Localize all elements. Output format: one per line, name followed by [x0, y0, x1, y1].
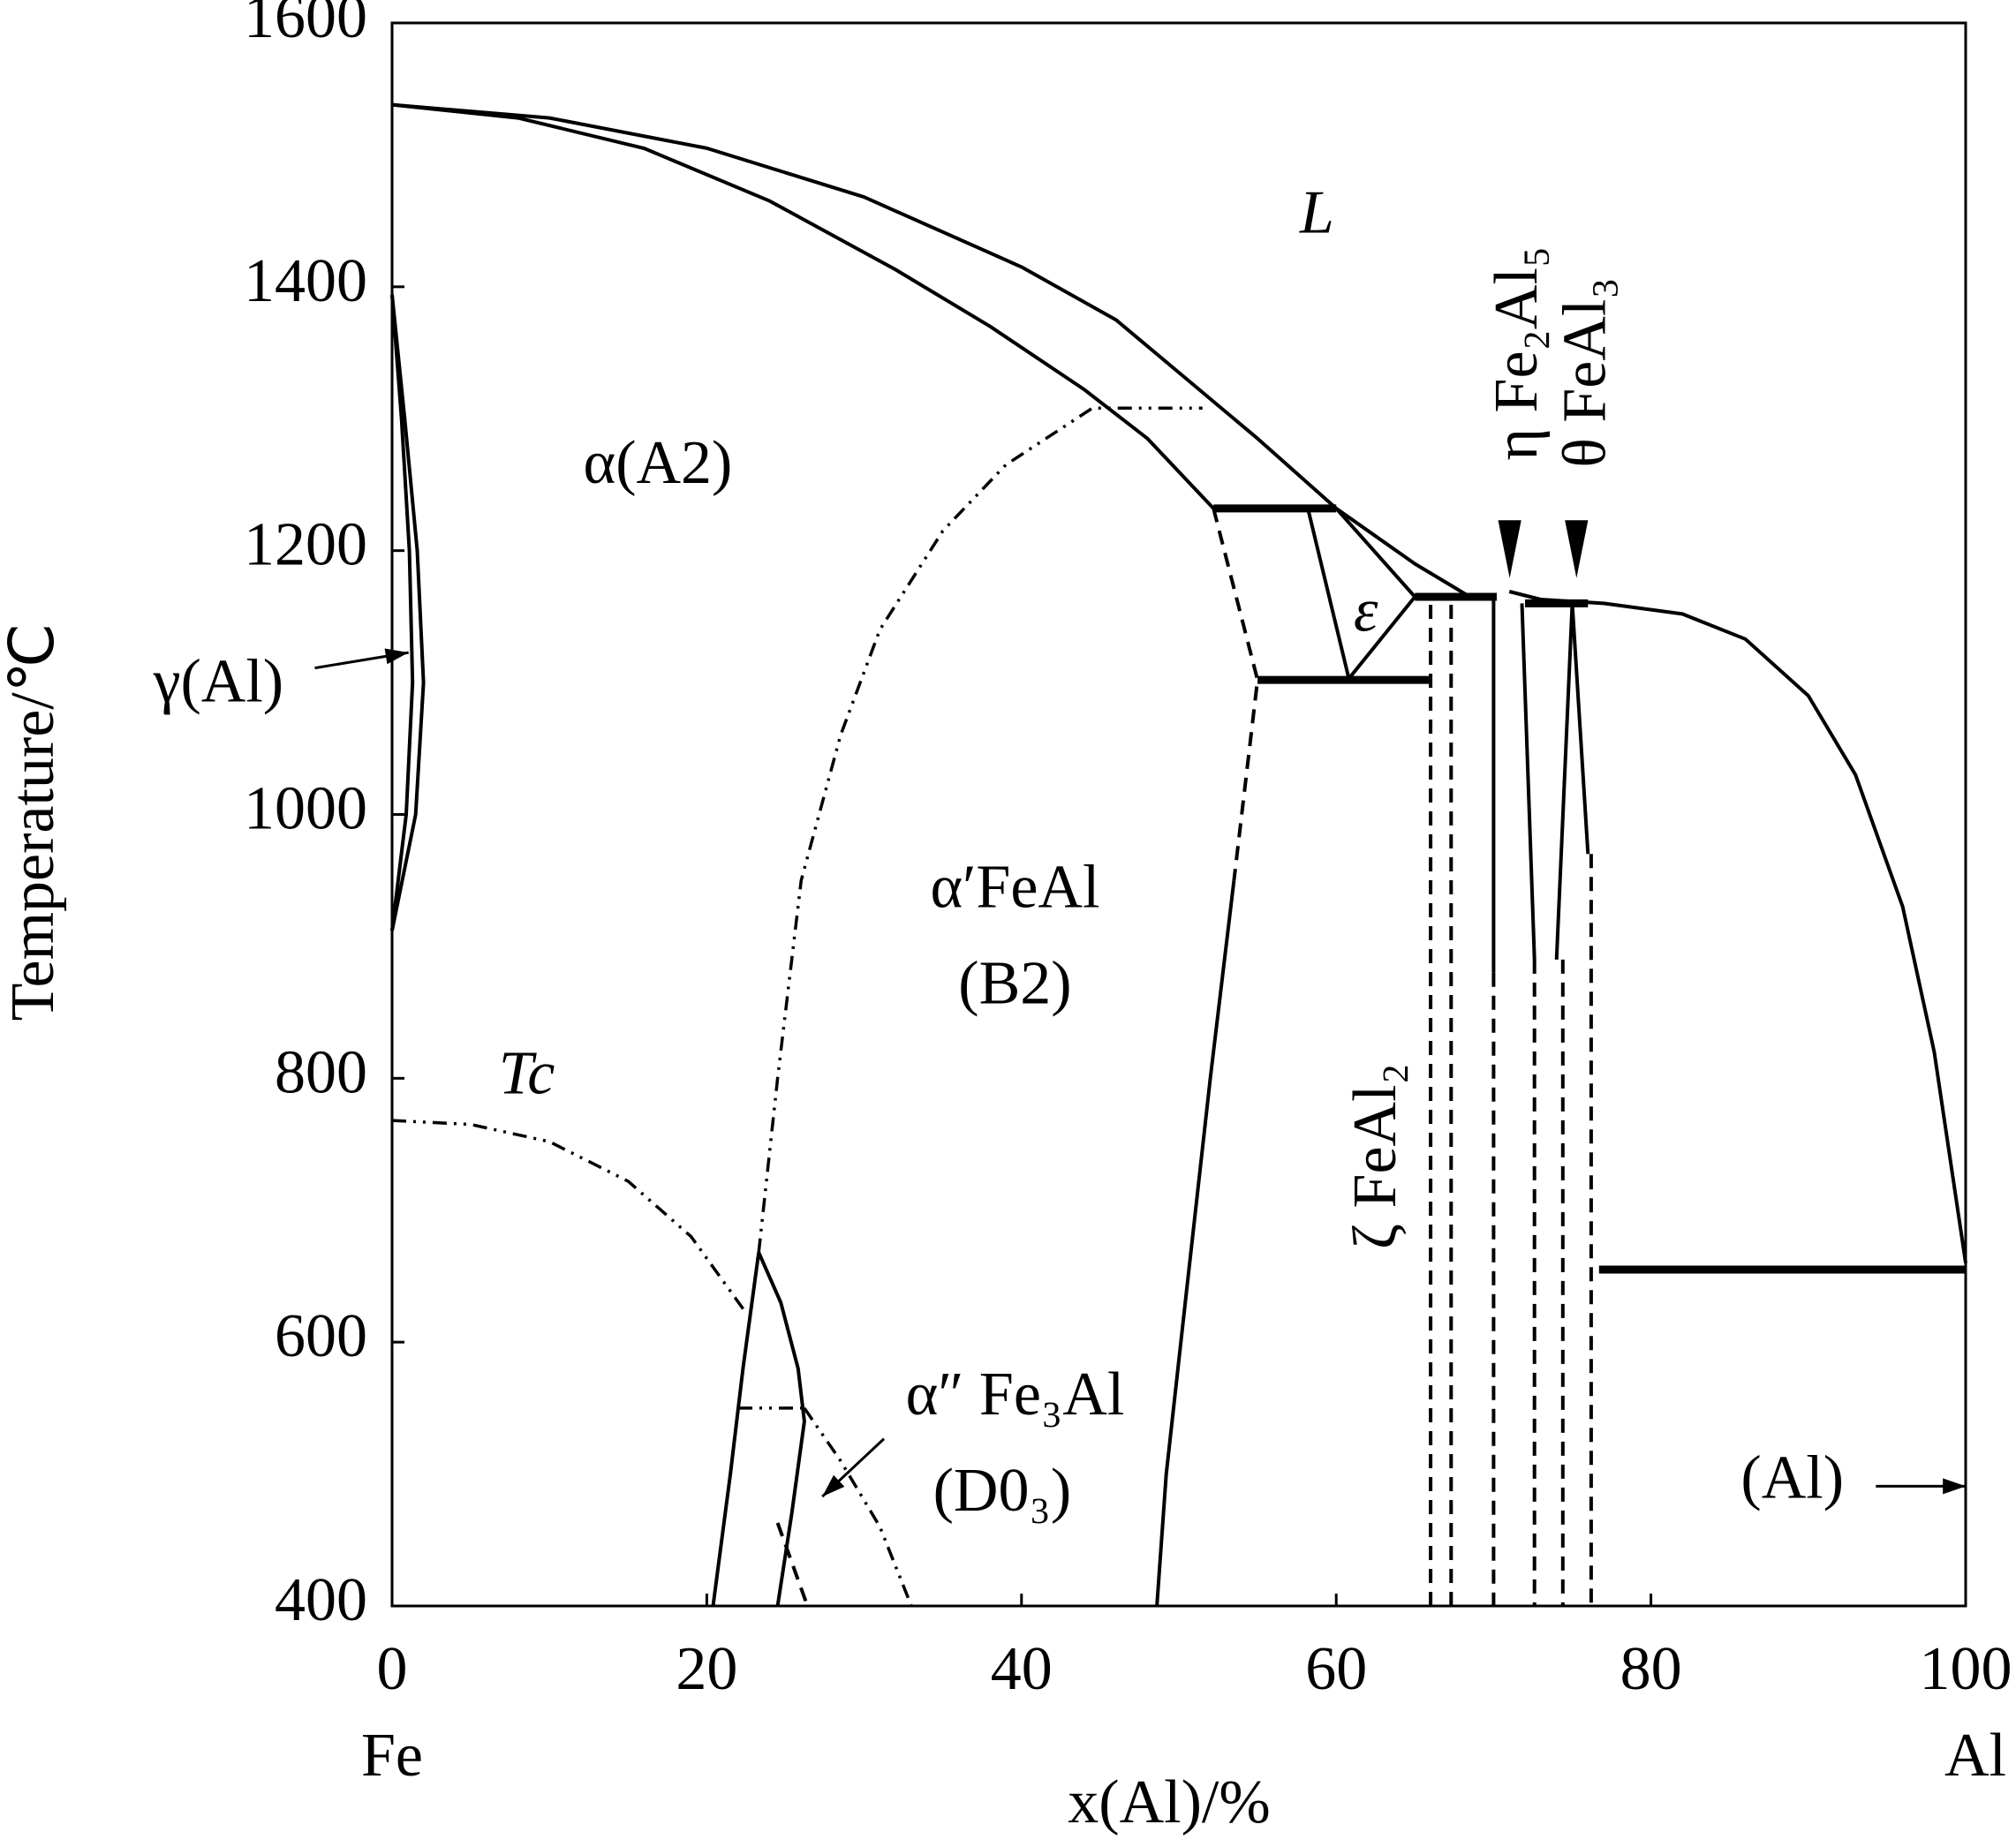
phase-boundary — [775, 1522, 810, 1607]
y-tick-label: 1400 — [244, 247, 367, 315]
y-tick-label: 1200 — [244, 511, 367, 579]
phase-boundary — [391, 1119, 748, 1315]
phase-boundary — [803, 1406, 913, 1607]
region-label: L — [1299, 178, 1334, 246]
phase-boundary — [391, 102, 1471, 599]
phase-boundary — [390, 294, 426, 931]
x-start-label: Fe — [361, 1722, 423, 1790]
y-tick-label: 600 — [275, 1302, 367, 1370]
arrow-head — [384, 648, 409, 665]
region-label: ε — [1354, 577, 1378, 645]
x-axis-label: x(Al)/% — [1068, 1768, 1270, 1836]
region-label: (Al) — [1740, 1444, 1844, 1512]
arrow-head — [1943, 1478, 1967, 1495]
phase-boundary — [757, 1251, 806, 1607]
phase-marker — [1565, 520, 1589, 578]
y-tick-label: 800 — [275, 1038, 367, 1106]
y-tick-label: 400 — [275, 1566, 367, 1634]
y-tick-label: 1600 — [244, 0, 367, 51]
phase-boundary — [1334, 507, 1416, 599]
arrow-head — [822, 1474, 845, 1497]
region-label: γ(Al) — [153, 647, 284, 715]
phase-marker — [1498, 520, 1521, 578]
region-label: Tc — [499, 1039, 555, 1107]
x-tick-label: 20 — [676, 1635, 737, 1703]
region-label: (D0₃) — [933, 1457, 1072, 1525]
y-axis-label: Temperature/℃ — [0, 623, 67, 1022]
phase-boundary — [711, 1252, 761, 1607]
phase-boundary — [391, 102, 1215, 510]
x-tick-label: 60 — [1305, 1635, 1367, 1703]
region-label: α″ Fe₃Al — [906, 1361, 1125, 1429]
phase-boundary — [757, 406, 1203, 1253]
y-tick-label: 1000 — [244, 775, 367, 843]
x-end-label: Al — [1944, 1722, 2006, 1790]
region-label: θ FeAl₃ — [1551, 277, 1619, 467]
region-label: (B2) — [958, 949, 1071, 1017]
region-label: α′FeAl — [930, 853, 1099, 921]
region-label: ζ FeAl₂ — [1341, 1063, 1409, 1249]
phase-boundary — [390, 294, 415, 931]
region-label: η Fe₂Al₅ — [1483, 246, 1551, 461]
x-tick-label: 80 — [1620, 1635, 1682, 1703]
x-tick-label: 0 — [377, 1635, 408, 1703]
x-tick-label: 100 — [1920, 1635, 2012, 1703]
phase-boundary — [1212, 508, 1260, 881]
phase-boundary — [1520, 603, 1537, 960]
phase-boundary — [1155, 879, 1236, 1607]
x-tick-label: 40 — [991, 1635, 1053, 1703]
phase-boundary — [1554, 601, 1590, 960]
region-label: α(A2) — [584, 429, 733, 497]
